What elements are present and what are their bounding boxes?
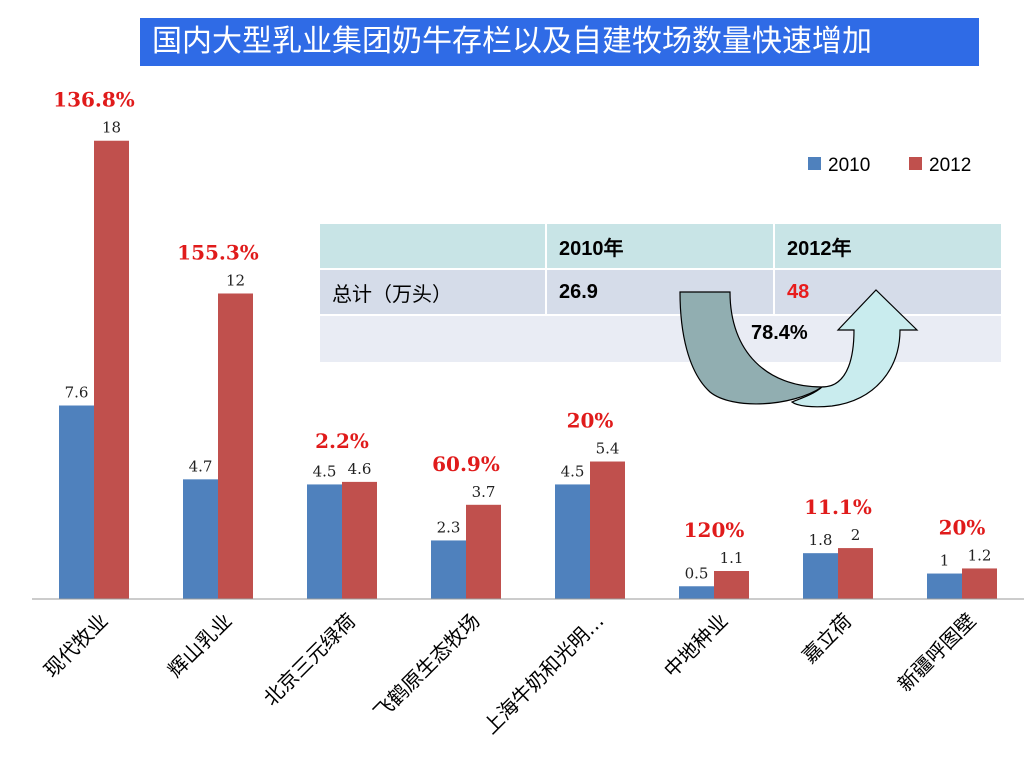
x-tick-label-5: 中地种业 bbox=[659, 609, 733, 683]
bar-2010-1 bbox=[183, 479, 218, 599]
legend: 2010 2012 bbox=[808, 155, 971, 176]
value-label-2012-1: 12 bbox=[226, 271, 245, 289]
value-label-2010-0: 7.6 bbox=[65, 384, 89, 402]
x-tick-label-7: 新疆呼图壁 bbox=[893, 609, 981, 697]
bar-2012-1 bbox=[218, 293, 253, 599]
bar-2010-2 bbox=[307, 484, 342, 599]
bar-2012-0 bbox=[94, 140, 129, 599]
growth-label-4: 20% bbox=[567, 409, 614, 433]
x-tick-label-2: 北京三元绿荷 bbox=[259, 609, 361, 711]
growth-arrow-icon bbox=[679, 289, 919, 408]
x-tick-label-1: 辉山乳业 bbox=[163, 609, 237, 683]
summary-header-2012: 2012年 bbox=[773, 222, 1003, 270]
x-tick-label-4: 上海牛奶和光明… bbox=[478, 609, 608, 739]
growth-label-5: 120% bbox=[684, 518, 745, 542]
bar-2010-3 bbox=[431, 540, 466, 599]
summary-total-label: 总计（万头） bbox=[318, 268, 547, 316]
bar-2010-7 bbox=[927, 573, 962, 599]
x-tick-label-6: 嘉立荷 bbox=[797, 609, 856, 668]
growth-label-3: 60.9% bbox=[432, 452, 500, 476]
chart-title: 国内大型乳业集团奶牛存栏以及自建牧场数量快速增加 bbox=[140, 18, 979, 66]
growth-label-2: 2.2% bbox=[315, 429, 369, 453]
x-tick-label-0: 现代牧业 bbox=[39, 609, 113, 683]
value-label-2012-0: 18 bbox=[102, 119, 121, 137]
bar-2010-0 bbox=[59, 405, 94, 599]
bar-2010-4 bbox=[555, 484, 590, 599]
value-label-2010-7: 1 bbox=[940, 552, 950, 570]
value-label-2010-4: 4.5 bbox=[561, 462, 585, 480]
value-label-2012-4: 5.4 bbox=[596, 440, 620, 458]
value-label-2010-6: 1.8 bbox=[809, 531, 833, 549]
bar-2012-5 bbox=[714, 570, 749, 599]
bar-2012-6 bbox=[838, 548, 873, 599]
growth-label-0: 136.8% bbox=[53, 88, 135, 112]
value-label-2012-7: 1.2 bbox=[968, 546, 992, 564]
summary-header-blank bbox=[318, 222, 547, 270]
legend-label-2010: 2010 bbox=[828, 155, 870, 176]
value-label-2010-2: 4.5 bbox=[313, 462, 337, 480]
summary-total-2010: 26.9 bbox=[545, 268, 775, 316]
legend-swatch-2010 bbox=[808, 157, 821, 170]
bar-2012-7 bbox=[962, 568, 997, 599]
bar-2012-3 bbox=[466, 504, 501, 599]
x-tick-label-3: 飞鹤原生态牧场 bbox=[369, 609, 485, 725]
value-label-2010-3: 2.3 bbox=[437, 518, 461, 536]
value-label-2010-1: 4.7 bbox=[189, 457, 213, 475]
growth-label-6: 11.1% bbox=[804, 495, 872, 519]
value-label-2012-6: 2 bbox=[851, 526, 861, 544]
value-label-2012-2: 4.6 bbox=[348, 460, 372, 478]
value-label-2010-5: 0.5 bbox=[685, 564, 709, 582]
bar-2012-2 bbox=[342, 481, 377, 599]
value-label-2012-3: 3.7 bbox=[472, 483, 496, 501]
legend-swatch-2012 bbox=[909, 157, 922, 170]
summary-growth-value: 78.4% bbox=[751, 322, 808, 344]
bar-2010-5 bbox=[679, 586, 714, 599]
bar-2012-4 bbox=[590, 461, 625, 599]
growth-label-7: 20% bbox=[939, 515, 986, 539]
summary-header-2010: 2010年 bbox=[545, 222, 775, 270]
growth-label-1: 155.3% bbox=[177, 240, 259, 264]
bar-2010-6 bbox=[803, 553, 838, 599]
legend-label-2012: 2012 bbox=[929, 155, 971, 176]
summary-header-row: 2010年 2012年 bbox=[318, 222, 1003, 270]
value-label-2012-5: 1.1 bbox=[720, 549, 744, 567]
